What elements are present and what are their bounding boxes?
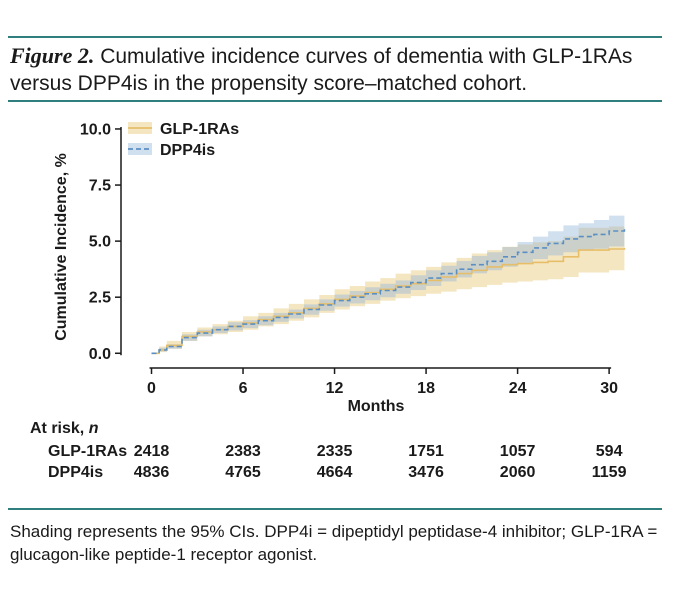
caption-text: Cumulative incidence curves of dementia … xyxy=(10,45,633,95)
dpp4is-legend-label: DPP4is xyxy=(160,142,215,159)
y-tick-label: 0.0 xyxy=(89,346,111,363)
figure-label: Figure 2. xyxy=(10,43,95,68)
glp-1ras-risk-value: 1057 xyxy=(500,443,536,460)
dpp4is-risk-value: 4836 xyxy=(134,464,170,481)
at-risk-title-text: At risk, xyxy=(30,420,89,437)
glp-1ras-legend-label: GLP-1RAs xyxy=(160,121,239,138)
y-tick-label: 10.0 xyxy=(80,121,111,138)
series-lines xyxy=(151,226,626,355)
dpp4is-risk-value: 2060 xyxy=(500,464,536,481)
at-risk-title: At risk, n xyxy=(30,420,99,437)
glp-1ras-risk-label: GLP-1RAs xyxy=(48,443,127,460)
dpp4is-risk-value: 4765 xyxy=(225,464,261,481)
legend: GLP-1RAs DPP4is xyxy=(128,121,239,159)
y-axis-ticks: 0.0 2.5 5.0 7.5 10.0 xyxy=(80,121,121,363)
y-axis-title: Cumulative Incidence, % xyxy=(53,153,70,341)
dpp4is-legend-item: DPP4is xyxy=(128,142,215,159)
caption-bottom-rule xyxy=(8,100,662,102)
glp-1ras-risk-value: 2335 xyxy=(317,443,353,460)
dpp4is-risk-value: 4664 xyxy=(317,464,353,481)
confidence-bands xyxy=(151,207,625,354)
footnote-top-rule xyxy=(8,508,662,510)
glp-1ras-risk-value: 2383 xyxy=(225,443,261,460)
glp-1ras-risk-value: 594 xyxy=(596,443,623,460)
dpp4is-risk-label: DPP4is xyxy=(48,464,103,481)
glp-1ras-legend-item: GLP-1RAs xyxy=(128,121,239,138)
x-axis-ticks: 0 6 12 18 24 30 xyxy=(147,368,618,397)
dpp4is-ci-band xyxy=(151,207,625,354)
y-tick-label: 5.0 xyxy=(89,234,111,251)
y-tick-label: 2.5 xyxy=(89,290,111,307)
x-tick-label: 18 xyxy=(417,380,435,397)
dpp4is-risk-value: 1159 xyxy=(592,464,627,481)
at-risk-table: At risk, n GLP-1RAs 2418 2383 2335 1751 1057 5… xyxy=(30,420,627,481)
x-axis-title: Months xyxy=(348,398,405,415)
y-tick-label: 7.5 xyxy=(89,178,111,195)
x-tick-label: 0 xyxy=(147,380,156,397)
dpp4is-line xyxy=(151,226,626,355)
x-tick-label: 30 xyxy=(600,380,618,397)
incidence-chart: 0.0 2.5 5.0 7.5 10.0 0 6 12 18 24 30 Cumulative I… xyxy=(30,121,627,481)
footnote: Shading represents the 95% CIs. DPP4i = … xyxy=(10,522,658,564)
at-risk-title-n: n xyxy=(89,420,99,437)
x-tick-label: 24 xyxy=(509,380,527,397)
figure-caption: Figure 2. Cumulative incidence curves of… xyxy=(10,42,660,97)
dpp4is-risk-value: 3476 xyxy=(408,464,444,481)
glp-1ras-risk-value: 1751 xyxy=(408,443,444,460)
x-tick-label: 12 xyxy=(326,380,344,397)
glp-1ras-risk-value: 2418 xyxy=(134,443,170,460)
x-tick-label: 6 xyxy=(239,380,248,397)
caption-top-rule xyxy=(8,36,662,38)
